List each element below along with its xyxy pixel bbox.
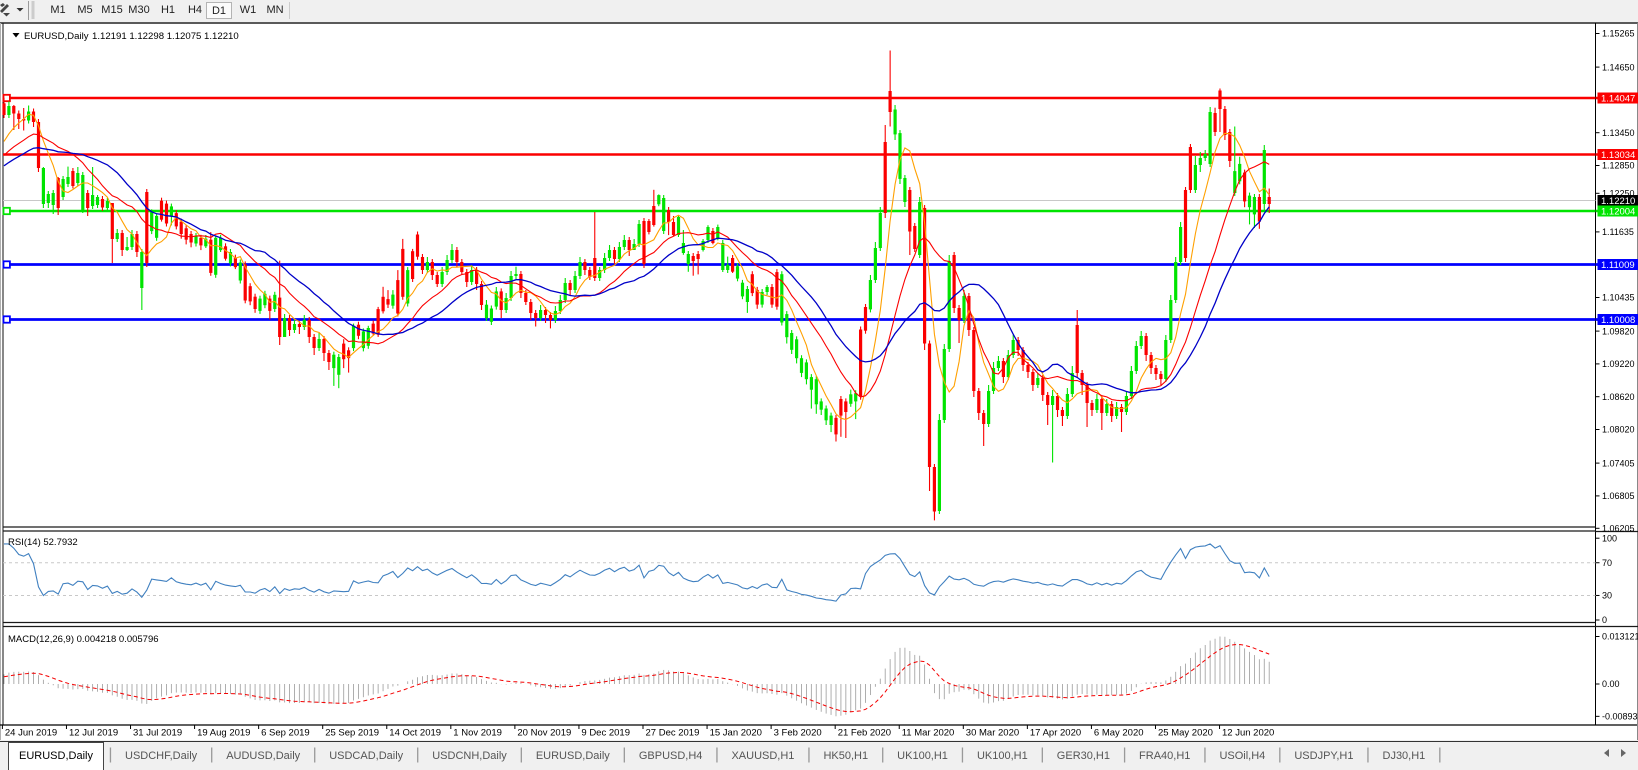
svg-text:1.12850: 1.12850 <box>1602 161 1635 171</box>
svg-text:1.09820: 1.09820 <box>1602 326 1635 336</box>
svg-text:20 Nov 2019: 20 Nov 2019 <box>517 728 571 739</box>
svg-text:30: 30 <box>1602 591 1612 601</box>
svg-text:9 Dec 2019: 9 Dec 2019 <box>581 728 630 739</box>
svg-text:1.10008: 1.10008 <box>1601 315 1635 326</box>
svg-text:1.06205: 1.06205 <box>1602 524 1635 534</box>
svg-text:1.08020: 1.08020 <box>1602 425 1635 435</box>
svg-text:11 Mar 2020: 11 Mar 2020 <box>902 728 955 739</box>
svg-text:MACD(12,26,9) 0.004218 0.00579: MACD(12,26,9) 0.004218 0.005796 <box>8 634 159 645</box>
svg-text:0.013121: 0.013121 <box>1602 632 1638 642</box>
svg-text:19 Aug 2019: 19 Aug 2019 <box>197 728 250 739</box>
svg-text:1.11635: 1.11635 <box>1602 227 1634 237</box>
svg-text:21 Feb 2020: 21 Feb 2020 <box>838 728 891 739</box>
svg-text:17 Apr 2020: 17 Apr 2020 <box>1030 728 1081 739</box>
svg-text:1.12191 1.12298 1.12075 1.1221: 1.12191 1.12298 1.12075 1.12210 <box>92 31 239 42</box>
svg-text:6 Sep 2019: 6 Sep 2019 <box>261 728 310 739</box>
svg-text:25 Sep 2019: 25 Sep 2019 <box>325 728 379 739</box>
svg-text:27 Dec 2019: 27 Dec 2019 <box>646 728 700 739</box>
svg-text:EURUSD,Daily: EURUSD,Daily <box>24 31 89 42</box>
svg-text:70: 70 <box>1602 558 1612 568</box>
svg-text:1.11009: 1.11009 <box>1601 260 1635 271</box>
svg-text:RSI(14) 52.7932: RSI(14) 52.7932 <box>8 537 78 548</box>
svg-text:1.14650: 1.14650 <box>1602 62 1635 72</box>
svg-text:1.14047: 1.14047 <box>1601 93 1635 104</box>
svg-text:-0.008933: -0.008933 <box>1602 712 1638 722</box>
svg-text:100: 100 <box>1602 533 1617 543</box>
svg-text:1.09220: 1.09220 <box>1602 359 1635 369</box>
svg-text:1.12210: 1.12210 <box>1601 196 1635 207</box>
svg-text:1.15265: 1.15265 <box>1602 29 1635 39</box>
svg-text:6 May 2020: 6 May 2020 <box>1094 728 1144 739</box>
svg-text:25 May 2020: 25 May 2020 <box>1158 728 1213 739</box>
svg-text:31 Jul 2019: 31 Jul 2019 <box>133 728 182 739</box>
svg-text:0: 0 <box>1602 615 1607 625</box>
svg-text:1.08620: 1.08620 <box>1602 392 1635 402</box>
svg-text:1.13450: 1.13450 <box>1602 128 1635 138</box>
svg-text:1.10435: 1.10435 <box>1602 293 1635 303</box>
svg-text:24 Jun 2019: 24 Jun 2019 <box>5 728 57 739</box>
svg-text:14 Oct 2019: 14 Oct 2019 <box>389 728 441 739</box>
svg-text:1 Nov 2019: 1 Nov 2019 <box>453 728 502 739</box>
svg-text:3 Feb 2020: 3 Feb 2020 <box>774 728 822 739</box>
svg-text:1.07405: 1.07405 <box>1602 458 1635 468</box>
svg-text:12 Jun 2020: 12 Jun 2020 <box>1222 728 1274 739</box>
svg-text:1.12004: 1.12004 <box>1601 206 1635 217</box>
svg-text:0.00: 0.00 <box>1602 679 1620 689</box>
svg-text:15 Jan 2020: 15 Jan 2020 <box>710 728 762 739</box>
svg-text:1.13034: 1.13034 <box>1601 150 1635 161</box>
svg-text:1.06805: 1.06805 <box>1602 491 1635 501</box>
svg-text:12 Jul 2019: 12 Jul 2019 <box>69 728 118 739</box>
svg-text:30 Mar 2020: 30 Mar 2020 <box>966 728 1019 739</box>
